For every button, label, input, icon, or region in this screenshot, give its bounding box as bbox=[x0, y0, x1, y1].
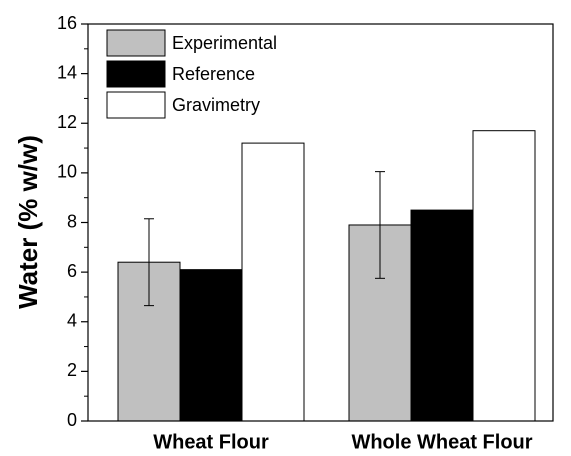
error-bar bbox=[375, 171, 385, 279]
bar bbox=[241, 142, 305, 422]
y-tick-label: 14 bbox=[57, 62, 77, 82]
y-tick-label: 4 bbox=[67, 311, 77, 331]
legend-swatch bbox=[106, 91, 166, 119]
x-tick-label: Whole Wheat Flour bbox=[351, 431, 532, 453]
plot-frame bbox=[87, 23, 554, 422]
y-tick-label: 16 bbox=[57, 13, 77, 33]
legend-label: Experimental bbox=[172, 33, 277, 53]
y-tick-label: 10 bbox=[57, 162, 77, 182]
bar bbox=[179, 269, 243, 422]
y-tick-label: 12 bbox=[57, 112, 77, 132]
y-tick-label: 6 bbox=[67, 261, 77, 281]
x-tick-label: Wheat Flour bbox=[153, 431, 269, 453]
legend-label: Reference bbox=[172, 64, 255, 84]
y-axis-title: Water (% w/w) bbox=[13, 135, 43, 309]
bar bbox=[472, 130, 536, 422]
legend-swatch bbox=[106, 60, 166, 88]
bar bbox=[410, 209, 474, 422]
y-tick-label: 8 bbox=[67, 211, 77, 231]
y-tick-label: 0 bbox=[67, 410, 77, 430]
legend-swatch bbox=[106, 29, 166, 57]
legend-label: Gravimetry bbox=[172, 95, 260, 115]
y-tick-label: 2 bbox=[67, 360, 77, 380]
error-bar bbox=[144, 218, 154, 307]
